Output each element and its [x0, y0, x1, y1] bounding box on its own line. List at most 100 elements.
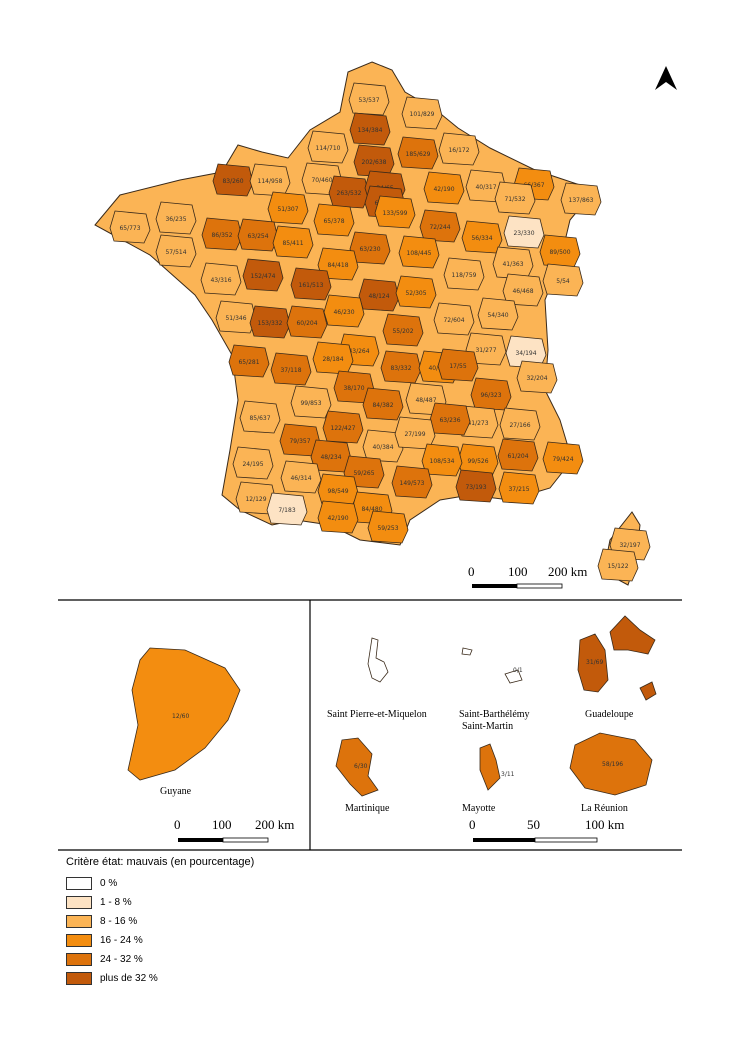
department-label: 149/573	[400, 480, 425, 487]
department-shape	[391, 465, 433, 499]
department-label: 32/197	[619, 542, 640, 549]
scale-bar-outremer: 0 50 100 km	[469, 817, 624, 843]
legend-label: plus de 32 %	[100, 973, 158, 984]
department-label: 48/234	[320, 454, 341, 461]
department-label: 48/487	[415, 397, 436, 404]
department-shape	[322, 410, 364, 444]
department-label: 42/190	[433, 186, 454, 193]
department: 79/424	[542, 441, 584, 475]
department-shape	[499, 407, 541, 441]
department: 36/235	[155, 201, 197, 235]
department-label: 27/199	[404, 431, 425, 438]
inset-saint-pierre-miquelon: Saint Pierre-et-Miquelon	[327, 637, 427, 720]
legend-item: plus de 32 %	[66, 969, 254, 988]
legend-title: Critère état: mauvais (en pourcentage)	[66, 856, 255, 868]
department-shape	[503, 215, 545, 249]
department-label: 98/549	[327, 488, 348, 495]
department-shape	[455, 469, 497, 503]
department: 122/427	[322, 410, 364, 444]
department-label: 108/534	[430, 458, 455, 465]
department-label: 40/317	[475, 184, 496, 191]
department: 96/323	[470, 377, 512, 411]
department-shape	[232, 446, 274, 480]
department: 43/316	[200, 262, 242, 296]
department-shape	[367, 510, 409, 544]
department-shape	[266, 492, 308, 526]
department: 71/532	[494, 181, 536, 215]
department-label: 61/204	[507, 453, 528, 460]
legend-label: 24 - 32 %	[100, 954, 143, 965]
department-label: 32/204	[526, 375, 547, 382]
department: 37/215	[498, 471, 540, 505]
department: 114/958	[249, 163, 291, 197]
department-label: 85/411	[282, 240, 303, 247]
department: 149/573	[391, 465, 433, 499]
department: 152/474	[242, 258, 284, 292]
department: 54/340	[477, 297, 519, 331]
department-label: 72/604	[443, 317, 464, 324]
department: 56/334	[461, 220, 503, 254]
department: 27/166	[499, 407, 541, 441]
department-label: 46/468	[512, 288, 533, 295]
department-shape	[437, 348, 479, 382]
department-label: 43/264	[348, 348, 369, 355]
department-label: 60/204	[296, 320, 317, 327]
department-shape	[215, 300, 257, 334]
svg-text:100: 100	[212, 817, 232, 832]
department-shape	[242, 258, 284, 292]
department: 61/204	[497, 438, 539, 472]
department-shape	[433, 302, 475, 336]
department-label: 15/122	[607, 563, 628, 570]
department-label: 73/193	[465, 484, 486, 491]
department-shape	[419, 209, 461, 243]
svg-text:0: 0	[469, 817, 476, 832]
department-label: 56/334	[471, 235, 492, 242]
department-label: 24/195	[242, 461, 263, 468]
legend-swatch	[66, 972, 92, 985]
department: 85/637	[239, 400, 281, 434]
department-shape	[323, 294, 365, 328]
department: 37/118	[270, 352, 312, 386]
department-label: 108/445	[407, 250, 432, 257]
department: 133/599	[374, 195, 416, 229]
department-label: 263/532	[337, 190, 362, 197]
department-label: 153/332	[258, 320, 283, 327]
legend-swatch	[66, 934, 92, 947]
legend-item: 16 - 24 %	[66, 931, 254, 950]
department-label: 31/277	[475, 347, 496, 354]
department: 17/55	[437, 348, 479, 382]
department: 16/172	[438, 132, 480, 166]
department-label: 43/316	[210, 277, 231, 284]
department-label: 122/427	[331, 425, 356, 432]
svg-text:58/196: 58/196	[602, 761, 623, 768]
department-shape	[249, 305, 291, 339]
scale-bar-metropole: 0 100 200 km	[468, 564, 587, 589]
svg-text:Saint Pierre-et-Miquelon: Saint Pierre-et-Miquelon	[327, 709, 427, 720]
department-shape	[200, 262, 242, 296]
department: 83/260	[212, 163, 254, 197]
svg-text:100 km: 100 km	[585, 817, 624, 832]
department-label: 99/853	[300, 400, 321, 407]
department: 65/378	[313, 203, 355, 237]
legend-label: 1 - 8 %	[100, 897, 132, 908]
department: 65/773	[109, 210, 151, 244]
department-label: 28/184	[322, 356, 343, 363]
department-shape	[155, 201, 197, 235]
guyane-name: Guyane	[160, 786, 192, 797]
inset-mayotte: 3/11 Mayotte	[462, 743, 515, 814]
department: 101/829	[401, 96, 443, 130]
legend-swatch	[66, 915, 92, 928]
inset-la-reunion: 58/196 La Réunion	[569, 732, 653, 814]
department-label: 7/183	[278, 507, 295, 514]
department-label: 23/330	[513, 230, 534, 237]
department: 7/183	[266, 492, 308, 526]
legend-label: 8 - 16 %	[100, 916, 138, 927]
department: 118/759	[443, 257, 485, 291]
legend: Critère état: mauvais (en pourcentage) 0…	[66, 856, 254, 988]
department-label: 57/514	[165, 249, 186, 256]
department-label: 51/346	[225, 315, 246, 322]
department: 263/532	[328, 175, 370, 209]
department-shape	[349, 112, 391, 146]
department-label: 114/958	[258, 178, 283, 185]
